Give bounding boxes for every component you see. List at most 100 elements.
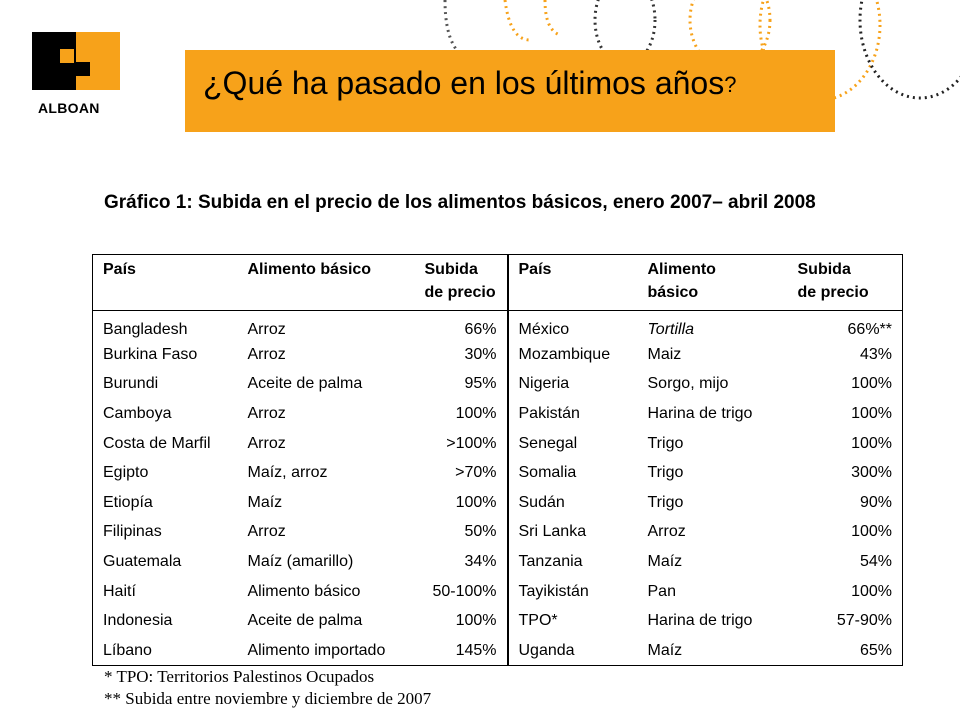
cell-food: Alimento importado — [247, 641, 386, 659]
cell-food: Alimento básico — [247, 582, 361, 600]
cell-country: Guatemala — [103, 553, 182, 571]
cell-country: Sri Lanka — [506, 517, 638, 548]
header-rise-left: Subida de precio — [414, 254, 508, 311]
footnote-tpo: * TPO: Territorios Palestinos Ocupados — [104, 667, 375, 686]
slide-title: ¿Qué ha pasado en los últimos años — [203, 65, 725, 101]
cell-country: Sudán — [506, 488, 638, 518]
header-food-line2: básico — [647, 284, 699, 301]
table-row: Egipto Maíz, arroz >70% Somalia Trigo 300% — [93, 458, 903, 489]
cell-food: Trigo — [647, 434, 684, 452]
cell-country: Etiopía — [103, 493, 153, 511]
cell-rise: 90% — [859, 493, 892, 511]
cell-rise: 65% — [859, 641, 892, 659]
cell-food: Trigo — [647, 493, 684, 511]
alboan-logo: ALBOAN — [30, 32, 120, 116]
cell-food: Arroz — [247, 434, 286, 452]
food-price-table: País Alimento básico Subida de precio Paí… — [92, 254, 903, 667]
cell-country: Mozambique — [506, 340, 638, 370]
slide-title-banner: ¿Qué ha pasado en los últimos años? — [185, 50, 835, 132]
cell-rise: 43% — [859, 345, 892, 363]
cell-country: Camboya — [103, 405, 172, 423]
cell-country: Senegal — [506, 428, 638, 459]
header-food-left: Alimento básico — [237, 254, 415, 311]
cell-country: Haití — [103, 582, 136, 600]
cell-rise: 57-90% — [836, 612, 892, 630]
header-country-right: País — [506, 254, 638, 311]
cell-rise: >70% — [455, 464, 497, 482]
cell-food: Arroz — [247, 523, 286, 541]
cell-rise: 300% — [851, 464, 892, 482]
cell-food: Tortilla — [647, 320, 695, 338]
table-row: Guatemala Maíz (amarillo) 34% Tanzania Maíz 5… — [93, 547, 903, 577]
cell-rise: 100% — [851, 434, 892, 452]
cell-country: Tayikistán — [506, 576, 638, 607]
cell-food: Trigo — [647, 464, 684, 482]
cell-rise: 100% — [455, 493, 497, 511]
cell-food: Maíz — [247, 493, 283, 511]
cell-country: Egipto — [103, 464, 149, 482]
table-row: Burundi Aceite de palma 95% Nigeria Sorgo, m… — [93, 369, 903, 400]
logo-name: ALBOAN — [38, 100, 100, 116]
cell-country: Filipinas — [103, 523, 162, 541]
cell-food: Maíz, arroz — [247, 464, 328, 482]
table-row: Camboya Arroz 100% Pakistán Harina de trigo 1… — [93, 399, 903, 429]
cell-country: Uganda — [506, 636, 638, 666]
cell-country: Somalia — [506, 458, 638, 489]
cell-rise: 50-100% — [432, 582, 497, 600]
header-country-left: País — [92, 254, 238, 311]
cell-food: Pan — [647, 582, 676, 600]
cell-country: Burundi — [103, 375, 159, 393]
cell-country: Nigeria — [506, 369, 638, 400]
header-rise-line2: de precio — [424, 284, 496, 301]
cell-country: Indonesia — [103, 612, 173, 630]
cell-rise: 30% — [464, 345, 497, 363]
cell-country: Líbano — [103, 641, 152, 659]
table-header-row: País Alimento básico Subida de precio Paí… — [92, 254, 903, 311]
cell-food: Arroz — [247, 345, 286, 363]
cell-rise: 95% — [464, 375, 497, 393]
cell-rise: 100% — [455, 612, 497, 630]
cell-food: Sorgo, mijo — [647, 375, 729, 393]
cell-food: Harina de trigo — [647, 612, 753, 630]
cell-country: Costa de Marfil — [103, 434, 211, 452]
header-food-right: Alimento básico — [637, 254, 788, 311]
cell-food: Arroz — [647, 523, 686, 541]
cell-rise: 145% — [455, 641, 497, 659]
cell-country: Bangladesh — [103, 320, 188, 338]
header-rise-line1: Subida — [797, 261, 851, 278]
table-row: Costa de Marfil Arroz >100% Senegal Trigo 100… — [93, 428, 903, 459]
cell-rise: 100% — [851, 375, 892, 393]
cell-food: Maíz — [647, 553, 683, 571]
table-row: Bangladesh Arroz 66% México Tortilla 66%** — [93, 310, 903, 341]
cell-food: Maiz — [647, 345, 682, 363]
header-rise-line1: Subida — [424, 261, 478, 278]
cell-country: México — [506, 310, 638, 341]
footnote-mexico: ** Subida entre noviembre y diciembre de… — [104, 689, 432, 708]
header-rise-line2: de precio — [797, 284, 869, 301]
header-food-line1: Alimento — [647, 261, 716, 278]
cell-rise: 66% — [464, 320, 497, 338]
table-row: Indonesia Aceite de palma 100% TPO* Harina d… — [93, 606, 903, 637]
cell-food: Aceite de palma — [247, 612, 363, 630]
cell-food: Arroz — [247, 320, 286, 338]
footnotes: * TPO: Territorios Palestinos Ocupados *… — [104, 666, 431, 710]
cell-rise: 50% — [464, 523, 497, 541]
logo-mark — [30, 32, 120, 90]
cell-country: Pakistán — [506, 399, 638, 429]
header-rise-right: Subida de precio — [787, 254, 903, 311]
cell-rise: 100% — [851, 523, 892, 541]
table-row: Etiopía Maíz 100% Sudán Trigo 90% — [93, 488, 903, 518]
cell-country: Burkina Faso — [103, 345, 198, 363]
cell-rise: 100% — [851, 582, 892, 600]
cell-rise: 66%** — [847, 320, 892, 338]
cell-rise: 34% — [464, 553, 497, 571]
table-row: Líbano Alimento importado 145% Uganda Maíz 65… — [93, 636, 903, 666]
cell-country: Tanzania — [506, 547, 638, 577]
cell-rise: 100% — [455, 405, 497, 423]
table-row: Burkina Faso Arroz 30% Mozambique Maiz 43% — [93, 340, 903, 370]
slide-title-question-mark: ? — [724, 72, 737, 97]
cell-rise: 100% — [851, 405, 892, 423]
cell-rise: 54% — [859, 553, 892, 571]
cell-food: Arroz — [247, 405, 286, 423]
cell-food: Aceite de palma — [247, 375, 363, 393]
